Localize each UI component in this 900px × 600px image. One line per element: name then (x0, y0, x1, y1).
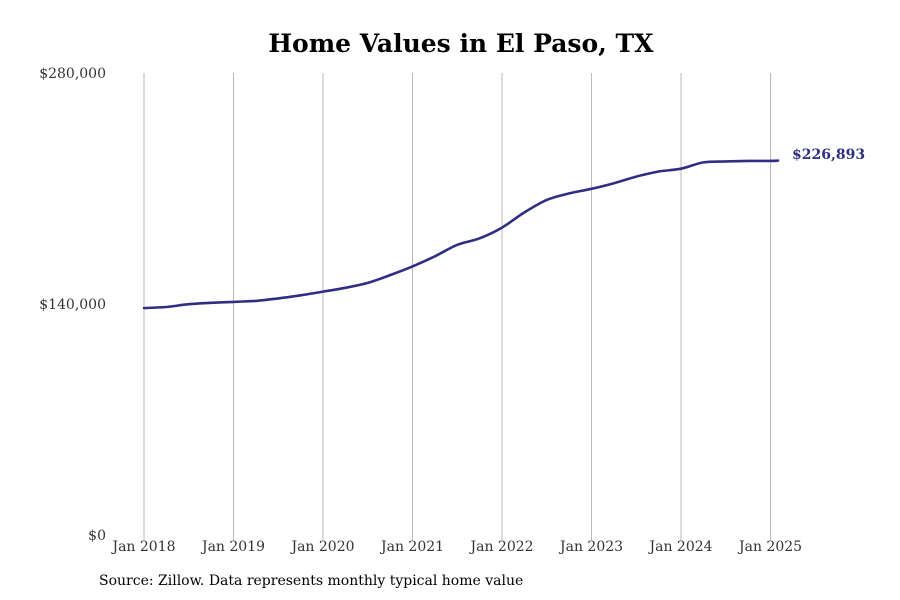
x-tick-label: Jan 2021 (379, 539, 444, 555)
y-tick-label: $0 (88, 528, 106, 544)
home-value-line (142, 159, 780, 310)
source-note: Source: Zillow. Data represents monthly … (99, 573, 524, 589)
x-tick-label: Jan 2022 (468, 539, 533, 555)
x-tick-label: Jan 2023 (558, 539, 623, 555)
x-tick-label: Jan 2019 (200, 539, 265, 555)
y-axis-ticks: $0 $140,000 $280,000 (39, 66, 106, 544)
last-value-label: $226,893 (792, 147, 865, 163)
x-tick-label: Jan 2018 (110, 539, 175, 555)
x-tick-label: Jan 2025 (737, 539, 802, 555)
gridlines (143, 73, 772, 540)
y-tick-label: $280,000 (39, 66, 106, 82)
x-tick-label: Jan 2024 (648, 539, 713, 555)
chart-title: Home Values in El Paso, TX (268, 29, 654, 58)
x-axis-ticks: Jan 2018 Jan 2019 Jan 2020 Jan 2021 Jan 2022… (110, 539, 802, 555)
y-tick-label: $140,000 (39, 297, 106, 313)
x-tick-label: Jan 2020 (289, 539, 354, 555)
